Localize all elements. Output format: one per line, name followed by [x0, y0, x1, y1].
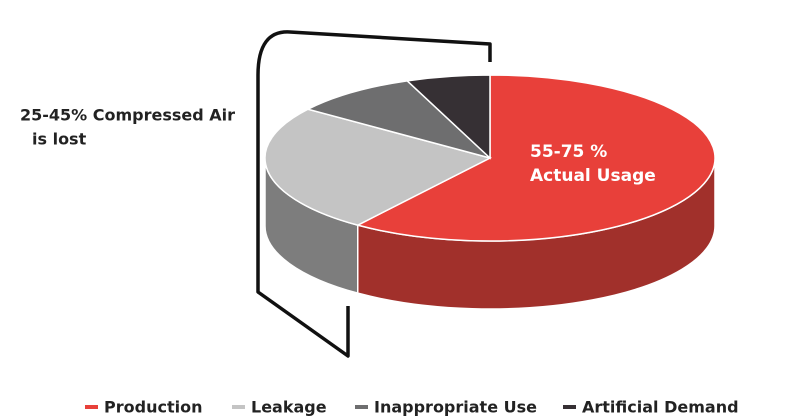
- legend-label: Artificial Demand: [582, 398, 739, 417]
- legend-label: Leakage: [251, 398, 327, 417]
- pie: [264, 74, 716, 310]
- legend-swatch: [85, 405, 98, 409]
- annotation: Actual Usage: [530, 166, 656, 186]
- legend-swatch: [232, 405, 245, 409]
- legend: Production Leakage Inappropriate Use Artifi…: [85, 398, 739, 417]
- slice: [405, 74, 491, 160]
- annotation: 55-75 %: [530, 142, 607, 162]
- legend-swatch: [563, 405, 576, 409]
- slice: [264, 108, 493, 226]
- slice: [305, 80, 491, 159]
- bracket: [256, 30, 492, 358]
- slice: [355, 74, 716, 242]
- legend-swatch: [355, 405, 368, 409]
- legend-label: Production: [104, 398, 202, 417]
- annotation: 25-45% Compressed Air: [20, 106, 235, 125]
- legend-label: Inappropriate Use: [374, 398, 537, 417]
- annotation: is lost: [32, 130, 87, 149]
